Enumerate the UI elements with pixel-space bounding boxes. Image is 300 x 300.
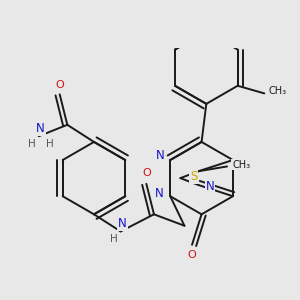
- Text: N: N: [154, 187, 163, 200]
- Text: CH₃: CH₃: [268, 86, 287, 97]
- Text: O: O: [55, 80, 64, 90]
- Text: N: N: [118, 217, 127, 230]
- Text: N: N: [36, 122, 45, 135]
- Text: O: O: [188, 250, 197, 260]
- Text: N: N: [206, 180, 214, 194]
- Text: O: O: [142, 168, 151, 178]
- Text: CH₃: CH₃: [232, 160, 250, 170]
- Text: S: S: [190, 170, 197, 183]
- Text: H: H: [110, 234, 118, 244]
- Text: H: H: [28, 139, 36, 149]
- Text: H: H: [46, 139, 54, 149]
- Text: N: N: [156, 149, 165, 162]
